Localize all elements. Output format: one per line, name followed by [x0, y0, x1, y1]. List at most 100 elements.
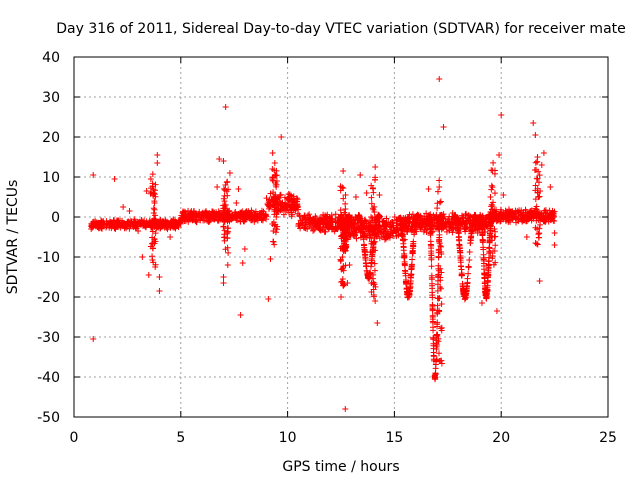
data-point: [491, 190, 498, 197]
data-point: [411, 224, 418, 231]
data-point: [535, 217, 542, 224]
data-point: [429, 312, 436, 319]
data-point: [533, 240, 540, 247]
data-point: [412, 215, 419, 222]
data-point: [177, 216, 184, 223]
data-point: [222, 181, 229, 188]
data-point: [478, 300, 485, 306]
data-point: [242, 210, 249, 217]
data-point: [317, 214, 324, 221]
data-point: [151, 200, 158, 207]
y-tick-label: -10: [37, 250, 60, 266]
data-point: [346, 262, 353, 268]
data-point: [436, 358, 443, 364]
data-point: [546, 212, 553, 219]
data-point: [368, 194, 375, 201]
data-point: [371, 238, 378, 245]
data-point: [387, 226, 394, 233]
data-point: [435, 338, 442, 345]
data-point: [270, 201, 277, 208]
data-point: [537, 210, 544, 217]
data-point: [293, 198, 300, 205]
data-point: [456, 241, 463, 248]
data-point: [359, 229, 366, 236]
data-point: [221, 192, 228, 199]
data-point: [452, 213, 459, 220]
data-point: [490, 248, 497, 255]
data-point: [409, 247, 416, 254]
data-point: [428, 252, 435, 259]
data-point: [440, 124, 447, 130]
data-point: [446, 213, 453, 220]
data-point: [223, 188, 230, 195]
data-point: [232, 209, 239, 216]
data-point: [485, 262, 492, 269]
data-point: [535, 231, 542, 238]
data-point: [122, 221, 129, 228]
data-point: [321, 228, 328, 235]
data-point: [474, 230, 481, 236]
data-point: [400, 243, 407, 250]
data-point: [139, 222, 146, 229]
data-point: [266, 204, 273, 211]
data-point: [257, 214, 264, 221]
data-point: [550, 210, 557, 217]
data-point: [223, 179, 230, 186]
data-point: [436, 231, 443, 238]
data-point: [457, 257, 464, 264]
data-point: [438, 226, 445, 233]
data-point: [522, 218, 529, 225]
data-point: [479, 226, 486, 233]
data-point: [216, 210, 223, 217]
data-point: [342, 205, 349, 212]
data-point: [370, 286, 377, 293]
data-point: [438, 301, 445, 308]
data-point: [242, 216, 249, 223]
data-point: [474, 222, 481, 229]
data-point: [325, 225, 332, 232]
data-point: [311, 226, 318, 233]
data-point: [95, 223, 102, 230]
data-point: [147, 176, 154, 182]
data-point: [537, 221, 544, 228]
data-point: [467, 240, 474, 247]
data-point: [172, 219, 179, 226]
data-point: [304, 212, 311, 219]
data-point: [165, 221, 172, 228]
data-point: [402, 272, 409, 279]
data-point: [517, 211, 524, 218]
data-point: [340, 282, 347, 289]
data-point: [363, 190, 370, 196]
data-point: [294, 204, 301, 211]
data-point: [111, 176, 118, 182]
data-point: [483, 291, 490, 298]
data-point: [512, 215, 519, 222]
data-point: [500, 192, 507, 198]
data-point: [406, 288, 413, 295]
data-point: [342, 200, 349, 207]
data-point: [362, 217, 369, 224]
data-point: [271, 241, 278, 248]
data-point: [499, 212, 506, 219]
data-point: [513, 214, 520, 221]
data-point: [466, 249, 473, 256]
data-point: [463, 224, 470, 231]
data-point: [493, 308, 500, 314]
data-point: [391, 214, 398, 221]
data-point: [479, 237, 486, 244]
data-point: [121, 225, 128, 232]
data-point: [426, 215, 433, 222]
data-point: [438, 250, 445, 257]
data-point: [438, 327, 445, 334]
data-point: [285, 201, 292, 208]
data-point: [437, 212, 444, 219]
data-point: [490, 261, 497, 268]
data-point: [151, 206, 158, 213]
data-point: [408, 264, 415, 271]
data-point: [135, 228, 142, 234]
data-point: [425, 186, 432, 192]
data-point: [350, 231, 357, 238]
data-point: [533, 175, 540, 182]
data-point: [200, 213, 207, 220]
data-point: [340, 168, 347, 174]
